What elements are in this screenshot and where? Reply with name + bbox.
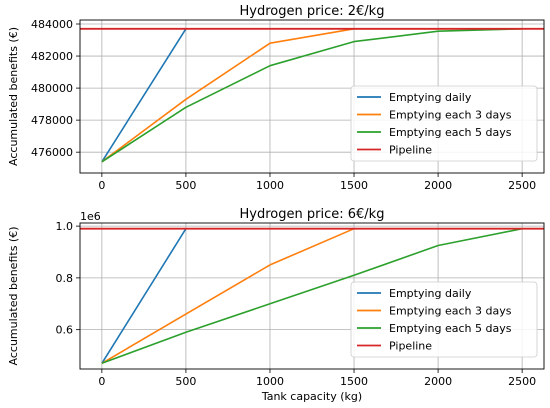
x-tick-label: 2500 <box>508 375 536 388</box>
legend-label: Emptying each 3 days <box>389 305 512 318</box>
legend-label: Emptying each 5 days <box>389 126 512 139</box>
legend-label: Emptying each 3 days <box>389 109 512 122</box>
series-line-daily <box>101 228 187 364</box>
y-tick-label: 1.0 <box>56 220 74 233</box>
x-tick-label: 500 <box>175 375 196 388</box>
y-tick-label: 0.6 <box>56 324 74 337</box>
legend-label: Pipeline <box>389 144 432 157</box>
y-tick-label: 482000 <box>31 50 73 63</box>
y-tick-label: 478000 <box>31 114 73 127</box>
x-tick-label: 0 <box>98 375 105 388</box>
y-tick-label: 0.8 <box>56 272 74 285</box>
x-tick-label: 1500 <box>340 375 368 388</box>
x-tick-label: 2500 <box>508 179 536 192</box>
x-tick-label: 2000 <box>424 179 452 192</box>
x-tick-label: 2000 <box>424 375 452 388</box>
legend-label: Emptying each 5 days <box>389 322 512 335</box>
chart-bottom: 0 500 1000 1500 2000 2500 0.6 0.8 1.0 Hydrogen pr… <box>7 207 545 403</box>
y-tick-label: 480000 <box>31 82 73 95</box>
x-tick-label: 1000 <box>256 375 284 388</box>
legend-box <box>350 85 538 162</box>
x-tick-label: 0 <box>98 179 105 192</box>
y-axis-label: Accumulated benefits (€) <box>7 27 20 166</box>
x-tick-label: 1000 <box>256 179 284 192</box>
chart-title: Hydrogen price: 6€/kg <box>240 207 385 222</box>
x-axis-label: Tank capacity (kg) <box>261 390 362 403</box>
legend-box <box>350 281 538 358</box>
y-offset-label: 1e6 <box>80 210 101 223</box>
chart-title: Hydrogen price: 2€/kg <box>240 4 385 19</box>
chart-top: 0 500 1000 1500 2000 2500 476000 478000 480000 48… <box>7 4 545 192</box>
legend-label: Emptying daily <box>389 91 472 104</box>
series-line-three-days <box>101 227 355 364</box>
legend-label: Pipeline <box>389 340 432 353</box>
legend: Emptying daily Emptying each 3 days Emptyi… <box>350 281 538 358</box>
y-axis-label: Accumulated benefits (€) <box>7 227 20 366</box>
x-tick-label: 1500 <box>340 179 368 192</box>
axes-frame <box>79 222 545 370</box>
legend-label: Emptying daily <box>389 287 472 300</box>
x-tick-label: 500 <box>175 179 196 192</box>
legend: Emptying daily Emptying each 3 days Emptyi… <box>350 85 538 162</box>
y-tick-label: 476000 <box>31 146 73 159</box>
series-line-five-days <box>101 227 523 365</box>
y-tick-label: 484000 <box>31 18 73 31</box>
series-line-daily <box>101 28 187 163</box>
series-line-five-days <box>101 28 523 163</box>
axes-frame <box>79 19 545 174</box>
